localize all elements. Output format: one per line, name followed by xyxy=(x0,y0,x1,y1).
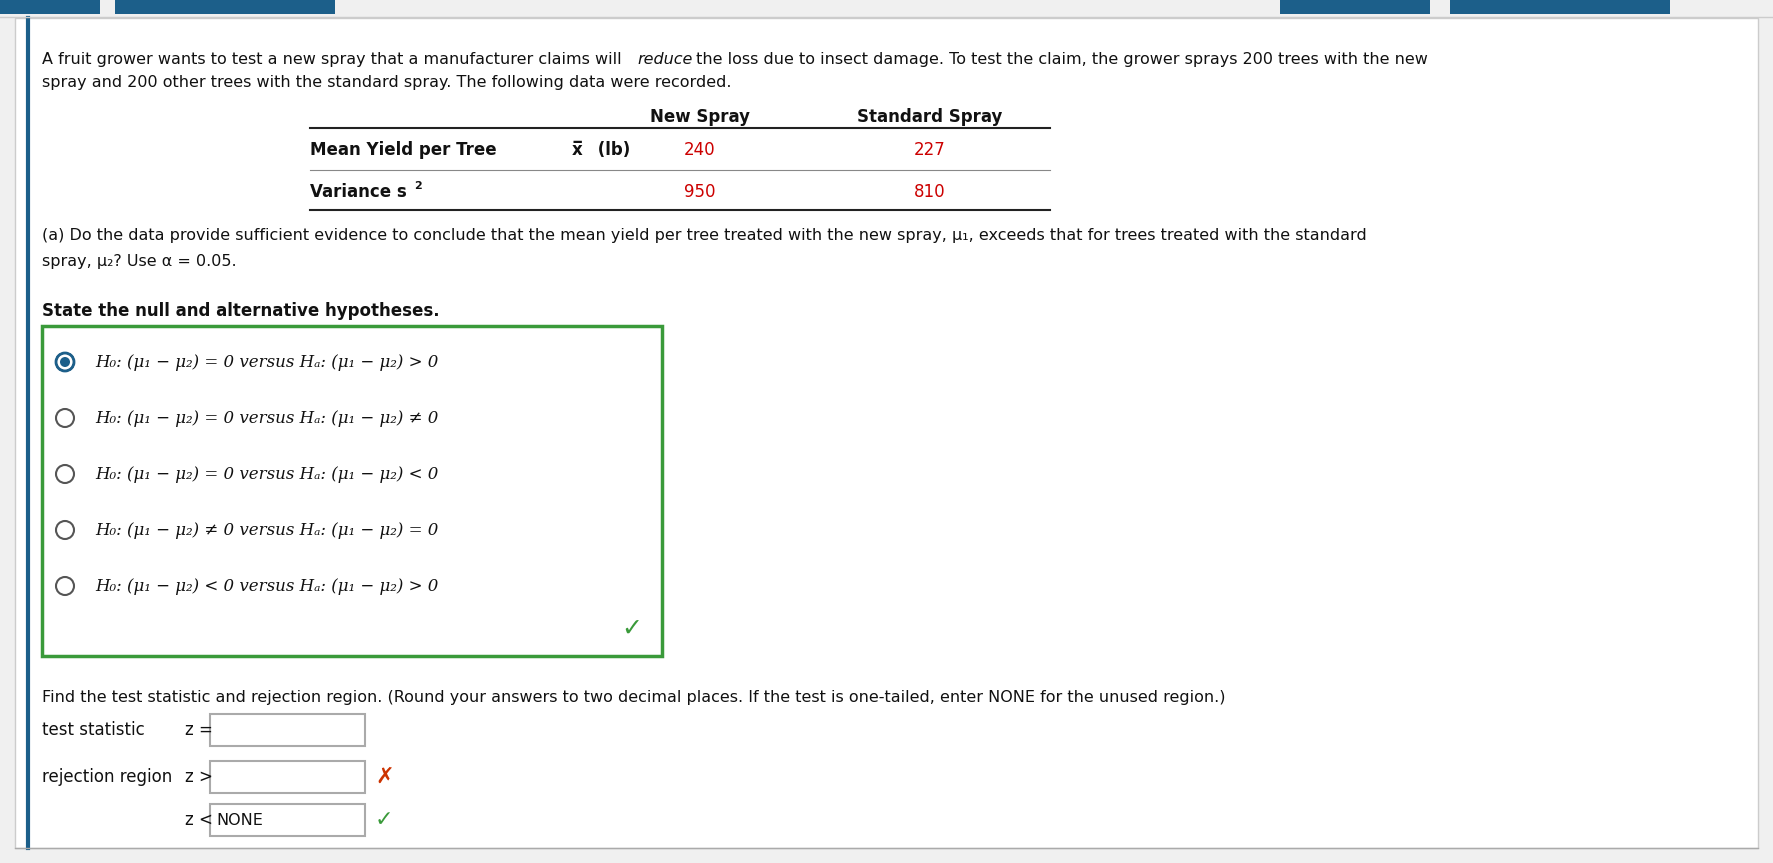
Text: x̅: x̅ xyxy=(573,141,583,159)
Text: Standard Spray: Standard Spray xyxy=(858,108,1004,126)
Bar xyxy=(0,0,99,14)
Text: Find the test statistic and rejection region. (Round your answers to two decimal: Find the test statistic and rejection re… xyxy=(43,690,1225,705)
Text: Mean Yield per Tree: Mean Yield per Tree xyxy=(310,141,502,159)
Text: ✓: ✓ xyxy=(621,617,642,641)
Text: z <: z < xyxy=(184,811,213,829)
Bar xyxy=(209,804,365,836)
Bar xyxy=(115,0,335,14)
Text: A fruit grower wants to test a new spray that a manufacturer claims will: A fruit grower wants to test a new spray… xyxy=(43,52,626,67)
Text: rejection region: rejection region xyxy=(43,768,172,786)
Text: z >: z > xyxy=(184,768,213,786)
Text: H₀: (μ₁ − μ₂) = 0 versus Hₐ: (μ₁ − μ₂) > 0: H₀: (μ₁ − μ₂) = 0 versus Hₐ: (μ₁ − μ₂) >… xyxy=(96,354,438,370)
Text: ✓: ✓ xyxy=(376,810,394,830)
Text: (a) Do the data provide sufficient evidence to conclude that the mean yield per : (a) Do the data provide sufficient evide… xyxy=(43,228,1367,243)
Circle shape xyxy=(57,353,74,371)
Text: 810: 810 xyxy=(915,183,945,201)
Text: 950: 950 xyxy=(684,183,716,201)
Text: New Spray: New Spray xyxy=(651,108,750,126)
Text: NONE: NONE xyxy=(216,812,262,828)
Bar xyxy=(1280,0,1431,14)
Bar xyxy=(1450,0,1670,14)
Text: H₀: (μ₁ − μ₂) ≠ 0 versus Hₐ: (μ₁ − μ₂) = 0: H₀: (μ₁ − μ₂) ≠ 0 versus Hₐ: (μ₁ − μ₂) =… xyxy=(96,521,438,539)
Text: the loss due to insect damage. To test the claim, the grower sprays 200 trees wi: the loss due to insect damage. To test t… xyxy=(691,52,1427,67)
Circle shape xyxy=(57,409,74,427)
Text: H₀: (μ₁ − μ₂) = 0 versus Hₐ: (μ₁ − μ₂) < 0: H₀: (μ₁ − μ₂) = 0 versus Hₐ: (μ₁ − μ₂) <… xyxy=(96,465,438,482)
Text: spray and 200 other trees with the standard spray. The following data were recor: spray and 200 other trees with the stand… xyxy=(43,75,732,90)
Text: ✗: ✗ xyxy=(376,767,394,787)
Text: State the null and alternative hypotheses.: State the null and alternative hypothese… xyxy=(43,302,440,320)
Circle shape xyxy=(60,357,69,367)
Circle shape xyxy=(57,521,74,539)
Bar xyxy=(209,714,365,746)
Text: (lb): (lb) xyxy=(592,141,629,159)
Text: test statistic: test statistic xyxy=(43,721,145,739)
Text: reduce: reduce xyxy=(637,52,693,67)
Circle shape xyxy=(57,465,74,483)
Text: 240: 240 xyxy=(684,141,716,159)
Text: 227: 227 xyxy=(915,141,945,159)
Text: Variance s: Variance s xyxy=(310,183,406,201)
Bar xyxy=(209,761,365,793)
Bar xyxy=(43,326,661,656)
Text: H₀: (μ₁ − μ₂) < 0 versus Hₐ: (μ₁ − μ₂) > 0: H₀: (μ₁ − μ₂) < 0 versus Hₐ: (μ₁ − μ₂) >… xyxy=(96,577,438,595)
Text: z =: z = xyxy=(184,721,213,739)
Text: 2: 2 xyxy=(415,181,422,191)
Text: spray, μ₂? Use α = 0.05.: spray, μ₂? Use α = 0.05. xyxy=(43,254,236,269)
Text: H₀: (μ₁ − μ₂) = 0 versus Hₐ: (μ₁ − μ₂) ≠ 0: H₀: (μ₁ − μ₂) = 0 versus Hₐ: (μ₁ − μ₂) ≠… xyxy=(96,410,438,426)
Circle shape xyxy=(57,577,74,595)
